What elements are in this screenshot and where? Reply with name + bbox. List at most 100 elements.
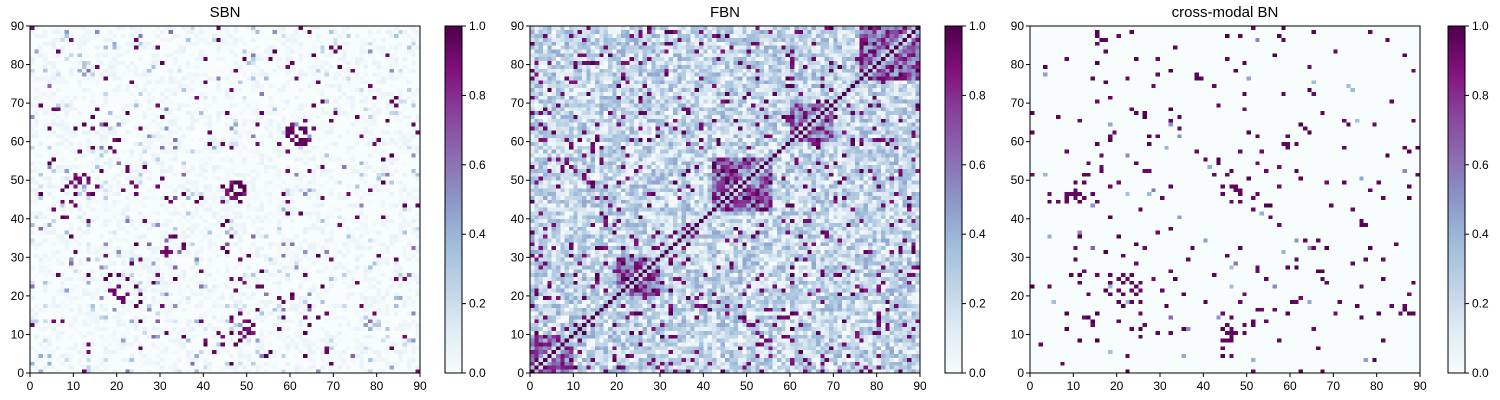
heatmap-cell [229,211,235,216]
heatmap-cell [316,234,321,239]
heatmap-cell [77,195,83,200]
heatmap-cell [333,203,339,208]
heatmap-cell [103,315,109,320]
heatmap-cell [264,211,269,216]
heatmap-cell [207,253,213,258]
heatmap-cell [207,361,213,366]
heatmap-cell [125,238,131,243]
heatmap-cell [407,199,412,204]
heatmap-cell [43,322,48,328]
heatmap-cell [324,284,330,289]
heatmap-cell [329,365,334,370]
heatmap-cell [90,238,96,243]
heatmap-cell [255,292,261,297]
heatmap-cell [277,342,282,347]
heatmap-cell [294,307,300,312]
heatmap-cell [43,241,48,247]
heatmap-cell [194,184,200,189]
heatmap-cell [259,288,265,293]
heatmap-cell [337,288,343,293]
heatmap-cell [168,164,174,170]
heatmap-cell [268,330,274,335]
heatmap-cell [108,284,113,289]
heatmap-cell [346,334,352,339]
heatmap-cell [30,226,35,231]
heatmap-cell [121,184,126,189]
heatmap-cell [134,184,139,189]
heatmap-cell [329,160,334,166]
heatmap-cell [168,322,174,328]
heatmap-cell [376,353,382,358]
heatmap-cell [242,195,248,200]
heatmap-cell [121,330,126,335]
heatmap-cell [394,249,399,254]
heatmap-cell [381,176,386,181]
heatmap-cell [298,303,304,308]
heatmap-cell [216,303,222,308]
heatmap-cell [255,199,261,204]
heatmap-cell [125,176,131,181]
heatmap-cell [194,295,200,301]
heatmap-cell [389,214,395,220]
heatmap-cell [47,369,53,374]
heatmap-cell [129,353,135,358]
heatmap-cell [255,319,261,324]
heatmap-cell [363,353,369,358]
heatmap-cell [95,207,100,212]
heatmap-cell [181,168,187,173]
heatmap-cell [272,257,278,262]
heatmap-cell [207,172,213,177]
heatmap-cell [77,238,83,243]
heatmap-cell [346,195,352,200]
heatmap-cell [64,284,70,289]
heatmap-cell [316,295,321,301]
heatmap-cell [43,172,48,177]
heatmap-cell [125,357,131,362]
heatmap-cell [121,319,126,324]
heatmap-cell [277,238,282,243]
heatmap-cell [290,272,295,277]
heatmap-cell [77,369,83,374]
heatmap-cell [73,303,79,308]
heatmap-cell [220,280,226,285]
heatmap-cell [151,176,157,181]
heatmap-cell [324,234,330,239]
heatmap-cell [112,203,118,208]
heatmap-cell [38,168,44,173]
heatmap-cell [160,280,165,285]
heatmap-cell [225,222,230,227]
heatmap-cell [398,249,404,254]
heatmap-cell [199,211,204,216]
heatmap-cell [402,211,408,216]
heatmap-cell [64,164,70,170]
heatmap-cell [389,357,395,362]
heatmap-cell [238,241,243,247]
heatmap-cell [294,226,300,231]
heatmap-cell [129,199,135,204]
heatmap-cell [220,191,226,196]
heatmap-cell [238,249,243,254]
heatmap-cell [368,176,373,181]
heatmap-cell [220,349,226,355]
heatmap-cell [73,353,79,358]
heatmap-cell [350,238,356,243]
heatmap-cell [376,160,382,166]
heatmap-cell [155,357,161,362]
heatmap-cell [381,276,386,281]
heatmap-cell [281,176,287,181]
heatmap-cell [329,311,334,316]
heatmap-cell [43,365,48,370]
heatmap-cell [368,299,373,304]
heatmap-cell [303,268,308,274]
heatmap-cell [285,357,291,362]
heatmap-cell [47,276,53,281]
heatmap-cell [346,187,352,193]
heatmap-cell [64,218,70,223]
heatmap-cell [51,268,57,274]
heatmap-cell [77,353,83,358]
heatmap-cell [30,203,35,208]
heatmap-cell [329,180,334,185]
heatmap-cell [381,226,386,231]
heatmap-cell [199,241,204,247]
heatmap-cell [186,369,191,374]
